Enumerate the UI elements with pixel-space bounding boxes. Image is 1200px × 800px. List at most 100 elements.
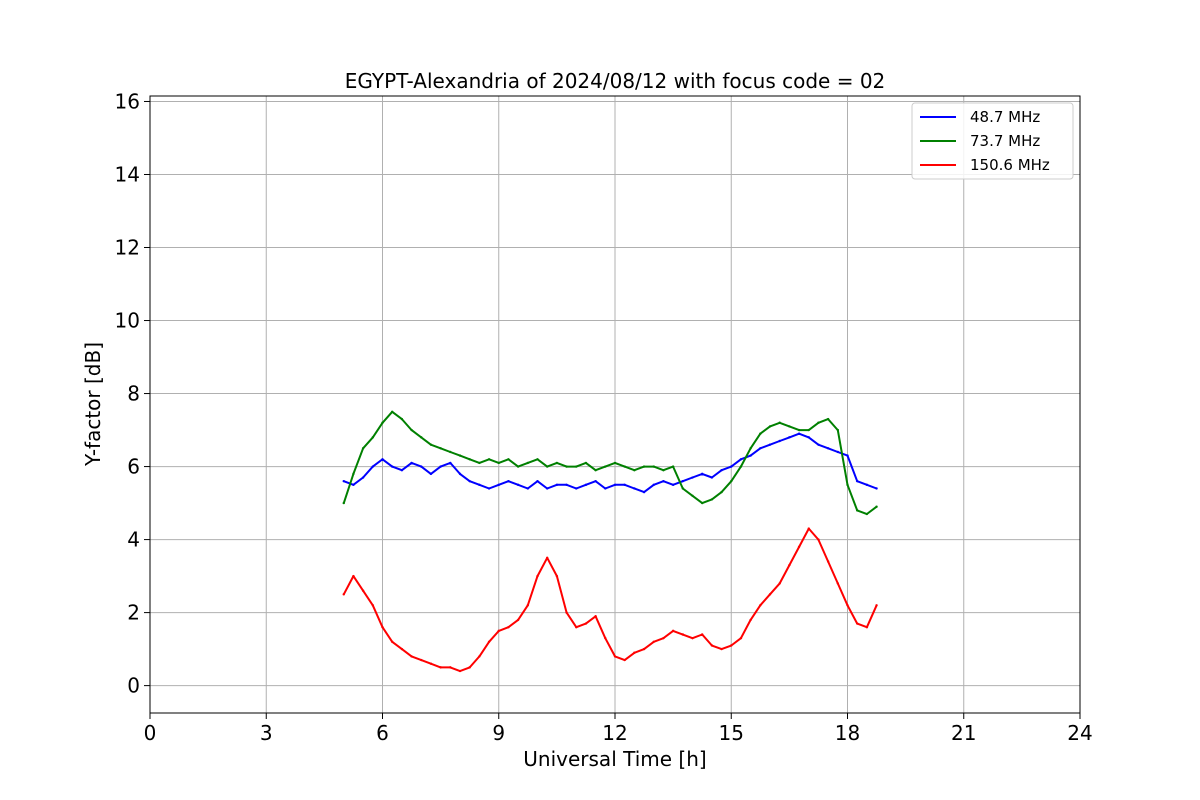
data-point: [361, 476, 365, 479]
data-point: [807, 436, 810, 439]
data-point: [817, 538, 820, 541]
data-point: [410, 461, 413, 465]
data-point: [429, 662, 433, 665]
data-point: [846, 483, 849, 487]
data-point: [604, 636, 607, 640]
data-point: [439, 447, 442, 450]
x-tick-label: 18: [835, 721, 860, 745]
data-point: [478, 461, 481, 465]
data-point: [826, 560, 830, 563]
data-point: [342, 479, 345, 483]
data-point: [710, 476, 714, 479]
data-point: [449, 666, 452, 669]
data-point: [768, 425, 772, 428]
data-point: [720, 647, 723, 651]
data-point: [526, 604, 530, 607]
data-point: [429, 443, 433, 446]
x-tick-label: 6: [376, 721, 389, 745]
data-point: [749, 454, 752, 457]
data-point: [507, 626, 510, 629]
data-point: [710, 498, 714, 501]
data-point: [662, 469, 665, 472]
y-tick-label: 14: [115, 162, 140, 186]
data-point: [381, 421, 384, 424]
data-point: [633, 469, 636, 472]
data-point: [420, 436, 423, 439]
y-tick-label: 0: [127, 674, 140, 698]
data-point: [846, 454, 849, 457]
y-axis-label: Y-factor [dB]: [81, 342, 105, 467]
data-point: [468, 666, 471, 669]
data-point: [826, 417, 830, 421]
data-point: [623, 465, 626, 468]
data-point: [400, 469, 404, 472]
data-point: [671, 483, 675, 487]
data-point: [855, 622, 859, 625]
legend-frame: [911, 102, 1074, 180]
data-point: [429, 472, 433, 476]
data-point: [536, 458, 539, 461]
data-point: [575, 487, 578, 490]
data-point: [642, 465, 646, 468]
data-point: [720, 469, 723, 472]
data-point: [342, 593, 345, 596]
data-point: [623, 658, 626, 662]
data-point: [846, 604, 849, 607]
data-point: [730, 465, 733, 468]
y-tick-label: 12: [115, 236, 140, 260]
data-point: [836, 450, 840, 454]
data-point: [662, 636, 665, 640]
data-point: [817, 443, 820, 446]
data-point: [458, 472, 462, 476]
data-point: [371, 465, 375, 468]
data-point: [681, 479, 685, 483]
data-point: [400, 647, 404, 651]
data-point: [613, 655, 617, 658]
series-line: [343, 432, 877, 494]
data-point: [565, 465, 568, 468]
data-point: [768, 443, 772, 446]
data-point: [817, 421, 820, 424]
data-point: [584, 483, 588, 487]
data-point: [497, 483, 500, 487]
data-point: [642, 647, 646, 651]
data-point: [536, 574, 539, 578]
data-point: [797, 432, 801, 435]
data-point: [604, 465, 607, 468]
data-point: [633, 651, 636, 654]
data-point: [826, 447, 830, 450]
data-point: [361, 589, 365, 592]
data-point: [691, 494, 694, 497]
data-point: [652, 640, 655, 644]
data-point: [352, 574, 355, 578]
data-point: [390, 465, 394, 468]
data-point: [768, 593, 772, 596]
data-point: [536, 479, 539, 483]
data-point: [865, 512, 869, 516]
data-point: [555, 574, 559, 578]
data-point: [439, 666, 442, 669]
data-point: [855, 509, 859, 512]
data-point: [855, 479, 859, 483]
data-point: [691, 636, 694, 640]
data-point: [594, 469, 597, 472]
data-point: [342, 501, 345, 505]
legend: 48.7 MHz 73.7 MHz 150.6 MHz: [911, 102, 1074, 180]
x-tick-label: 9: [492, 721, 505, 745]
data-point: [390, 640, 394, 644]
data-point: [788, 436, 791, 439]
data-point: [604, 487, 607, 490]
series-layer: [342, 410, 878, 673]
y-tick-label: 16: [115, 89, 140, 113]
data-point: [390, 410, 394, 414]
data-point: [730, 479, 733, 483]
y-tick-label: 10: [115, 309, 140, 333]
data-point: [575, 626, 578, 629]
data-point: [720, 490, 723, 494]
data-point: [710, 644, 714, 647]
data-point: [681, 633, 685, 636]
data-point: [352, 472, 355, 476]
x-tick-label: 21: [951, 721, 976, 745]
data-point: [652, 465, 655, 468]
data-point: [749, 447, 752, 450]
